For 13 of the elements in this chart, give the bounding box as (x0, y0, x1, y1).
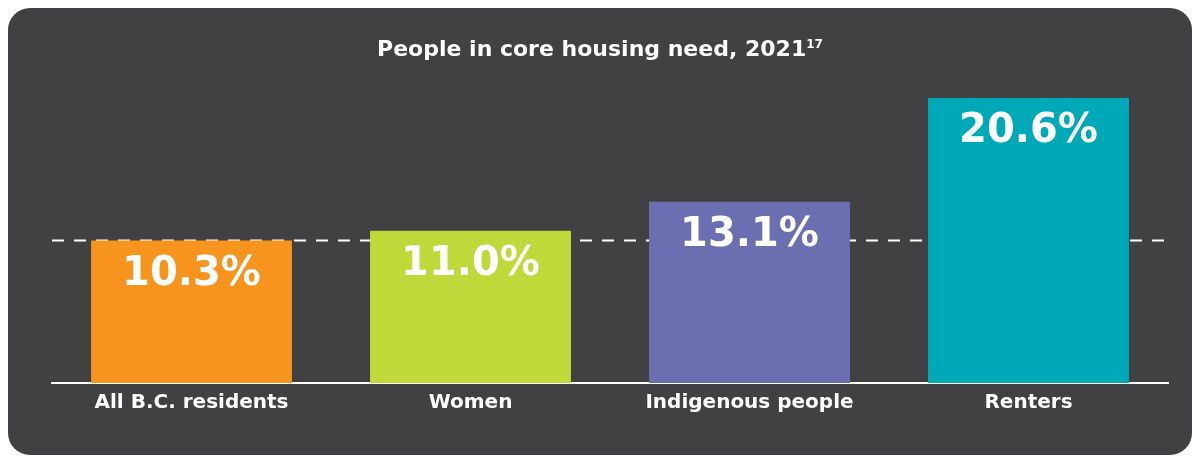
data-label: 10.3% (122, 247, 261, 294)
x-tick-label: All B.C. residents (94, 389, 289, 414)
x-tick-label: Women (428, 389, 513, 414)
x-tick-label: Renters (984, 389, 1073, 414)
bar (91, 240, 292, 383)
x-tick-label: Indigenous people (645, 389, 854, 414)
data-label: 11.0% (401, 238, 540, 285)
chart-title: People in core housing need, 2021$^{17}$ (376, 36, 824, 61)
data-label: 13.1% (680, 209, 819, 256)
bar (649, 201, 850, 383)
bar (928, 98, 1129, 383)
bar (370, 230, 571, 383)
data-label: 20.6% (959, 105, 1098, 152)
